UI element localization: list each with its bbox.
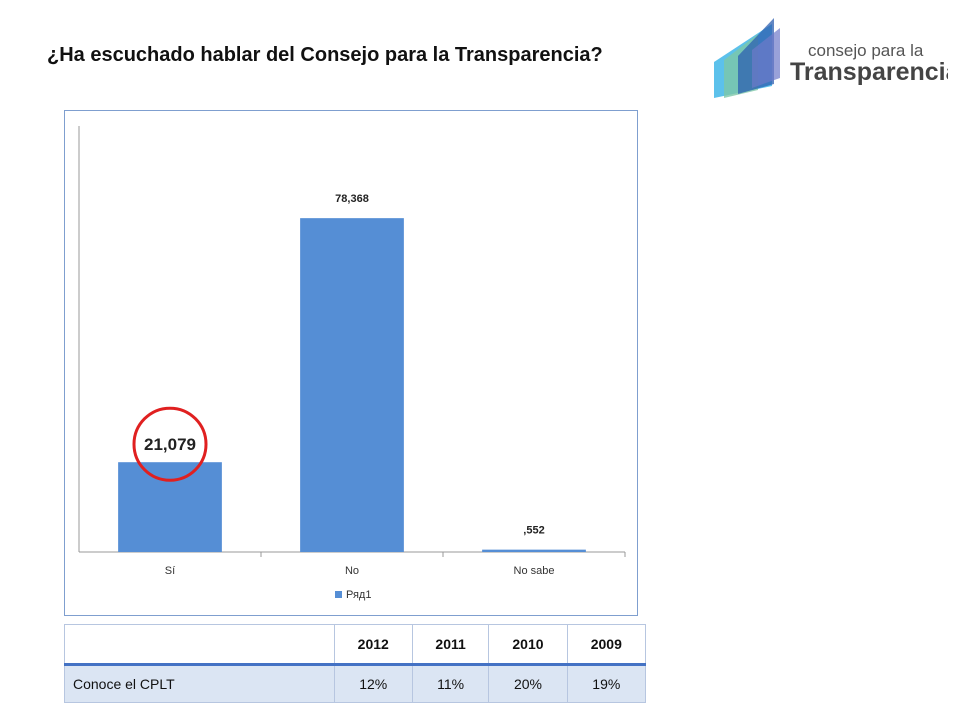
x-tick-label: Sí bbox=[165, 565, 175, 577]
x-tick-label: No bbox=[345, 565, 359, 577]
bar-chart: Sí 21,079 No 78,368 No sabe ,552 Ряд1 bbox=[64, 110, 638, 616]
logo-line2: Transparencia bbox=[790, 58, 948, 86]
table-header-cell bbox=[64, 624, 335, 665]
table-row-label: Conoce el CPLT bbox=[64, 664, 335, 703]
table-cell: 12% bbox=[333, 664, 413, 703]
x-tick-label: No sabe bbox=[514, 565, 555, 577]
table-cell: 20% bbox=[488, 664, 568, 703]
consejo-transparencia-logo: consejo para la Transparencia bbox=[714, 18, 948, 98]
logo-line1: consejo para la bbox=[808, 41, 924, 60]
legend-swatch bbox=[335, 591, 342, 598]
table-header-cell: 2009 bbox=[566, 624, 647, 665]
table-header-row: 2012 2011 2010 2009 bbox=[64, 624, 647, 665]
data-label: 21,079 bbox=[144, 435, 196, 454]
awareness-table: 2012 2011 2010 2009 Conoce el CPLT 12% 1… bbox=[64, 624, 647, 703]
page-title: ¿Ha escuchado hablar del Consejo para la… bbox=[47, 44, 603, 66]
data-label: ,552 bbox=[523, 525, 544, 537]
table-cell: 11% bbox=[411, 664, 490, 703]
table-row: Conoce el CPLT 12% 11% 20% 19% bbox=[64, 664, 647, 703]
bar-2 bbox=[482, 549, 586, 552]
bar-0 bbox=[118, 462, 222, 552]
highlight-circle bbox=[132, 406, 208, 482]
table-header-cell: 2011 bbox=[411, 624, 490, 665]
table-header-cell: 2012 bbox=[333, 624, 413, 665]
legend-label: Ряд1 bbox=[346, 589, 371, 601]
table-header-cell: 2010 bbox=[488, 624, 568, 665]
bar-1 bbox=[300, 218, 404, 552]
data-label: 78,368 bbox=[335, 193, 369, 205]
chart-canvas: Sí 21,079 No 78,368 No sabe ,552 Ряд1 bbox=[78, 126, 626, 601]
table-cell: 19% bbox=[566, 664, 647, 703]
